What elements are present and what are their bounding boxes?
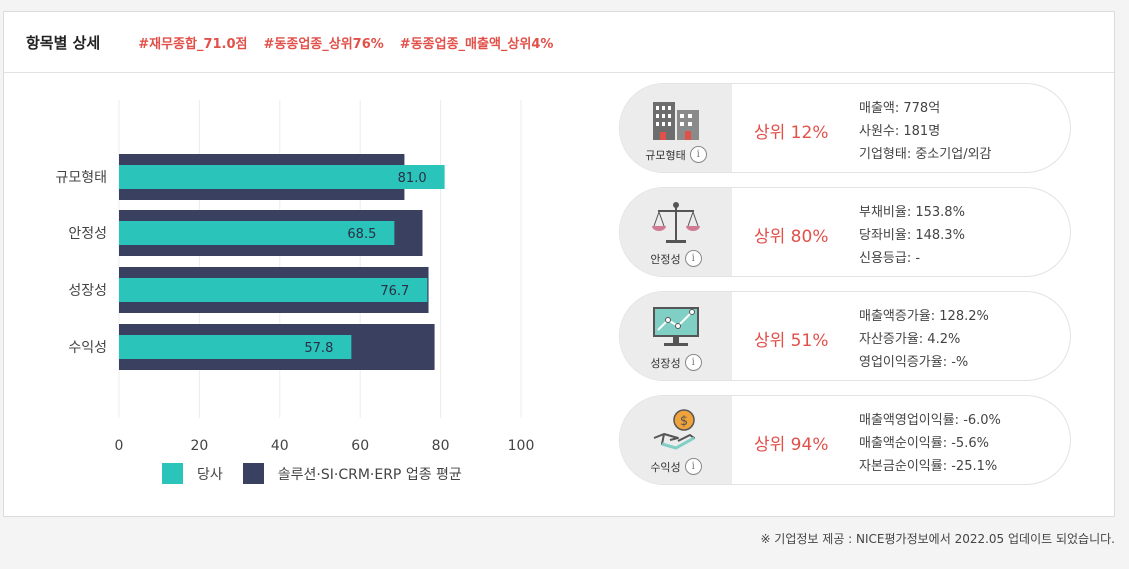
category-label: 수익성 (68, 340, 107, 356)
card-stability: 안정성 i 상위 80% 부채비율: 153.8% 당좌비율: 148.3% 신… (619, 187, 1071, 277)
detail-line: 기업형태: 중소기업/외감 (859, 147, 992, 162)
bar-data-label: 57.8 (304, 341, 333, 356)
card-label-wrap: 안정성 i (620, 250, 732, 267)
card-icon-cap: 안정성 i (620, 188, 732, 276)
source-footnote: ※ 기업정보 제공 : NICE평가정보에서 2022.05 업데이트 되었습니… (760, 532, 1115, 546)
panel-title: 항목별 상세 (26, 33, 101, 52)
legend-label-company: 당사 (197, 466, 223, 483)
x-tick-label: 0 (115, 438, 124, 453)
legend-swatch-company (162, 463, 183, 484)
x-tick-label: 20 (190, 438, 208, 453)
info-icon[interactable]: i (684, 354, 702, 371)
bar-company (119, 221, 395, 245)
building-icon (653, 102, 699, 140)
card-label-wrap: 성장성 i (620, 354, 732, 371)
detail-line: 자본금순이익률: -25.1% (859, 459, 998, 474)
x-tick-label: 80 (432, 438, 450, 453)
bar-data-label: 76.7 (380, 284, 409, 299)
detail-line: 당좌비율: 148.3% (859, 228, 965, 243)
card-details: 매출액영업이익률: -6.0% 매출액순이익률: -5.6% 자본금순이익률: … (859, 409, 1001, 478)
bar-chart: 0 20 40 60 80 100 81.0 규모형태 68.5 안정성 76.7 성장성 57.8 수익… (55, 100, 535, 453)
bar-data-label: 81.0 (398, 171, 427, 186)
category-label: 규모형태 (55, 170, 107, 186)
tag-revenue-rank[interactable]: #동종업종_매출액_상위4% (399, 36, 554, 52)
card-details: 부채비율: 153.8% 당좌비율: 148.3% 신용등급: - (859, 201, 965, 270)
bar-data-label: 68.5 (347, 227, 376, 242)
info-icon[interactable]: i (684, 250, 702, 267)
svg-text:$: $ (680, 414, 688, 429)
card-details: 매출액증가율: 128.2% 자산증가율: 4.2% 영업이익증가율: -% (859, 305, 989, 374)
detail-panel: 항목별 상세 #재무종합_71.0점 #동종업종_상위76% #동종업종_매출액… (3, 11, 1115, 517)
detail-line: 매출액영업이익률: -6.0% (859, 413, 1001, 428)
card-icon-cap: $ 수익성 i (620, 396, 732, 484)
card-profitability: $ 수익성 i 상위 94% 매출액영업이익률: -6.0% 매출액순이익률: … (619, 395, 1071, 485)
card-rank: 상위 12% (754, 123, 829, 143)
card-rank: 상위 51% (754, 331, 829, 351)
card-label-wrap: 수익성 i (620, 458, 732, 475)
bar-company (119, 278, 428, 302)
x-tick-label: 40 (271, 438, 289, 453)
tag-financial-score[interactable]: #재무종합_71.0점 (138, 36, 248, 52)
x-tick-label: 60 (351, 438, 369, 453)
legend-swatch-industry (242, 463, 264, 484)
coin-hand-icon: $ (653, 409, 695, 450)
scale-icon (652, 202, 700, 243)
info-icon[interactable]: i (689, 146, 707, 163)
detail-line: 매출액증가율: 128.2% (859, 309, 989, 324)
legend-item-company: 당사 (162, 463, 223, 484)
card-size: 규모형태 i 상위 12% 매출액: 778억 사원수: 181명 기업형태: … (619, 83, 1071, 173)
card-rank: 상위 94% (754, 435, 829, 455)
card-label: 성장성 (650, 356, 681, 370)
card-details: 매출액: 778억 사원수: 181명 기업형태: 중소기업/외감 (859, 97, 992, 166)
panel-header: 항목별 상세 #재무종합_71.0점 #동종업종_상위76% #동종업종_매출액… (4, 12, 1114, 73)
detail-line: 자산증가율: 4.2% (859, 332, 961, 347)
bar-company (119, 335, 352, 359)
card-label-wrap: 규모형태 i (620, 146, 732, 163)
category-label: 성장성 (68, 283, 107, 299)
card-label: 수익성 (650, 460, 681, 474)
tag-industry-rank[interactable]: #동종업종_상위76% (263, 36, 384, 52)
card-icon-cap: 규모형태 i (620, 84, 732, 172)
card-label: 안정성 (650, 252, 681, 266)
legend-item-industry: 솔루션·SI·CRM·ERP 업종 평균 (242, 463, 462, 484)
card-icon-cap: 성장성 i (620, 292, 732, 380)
bar-company (119, 165, 445, 189)
detail-line: 사원수: 181명 (859, 124, 941, 139)
info-icon[interactable]: i (684, 458, 702, 475)
detail-line: 부채비율: 153.8% (859, 205, 965, 220)
detail-line: 매출액: 778억 (859, 101, 941, 116)
x-tick-label: 100 (508, 438, 535, 453)
detail-line: 영업이익증가율: -% (859, 355, 969, 370)
card-rank: 상위 80% (754, 227, 829, 247)
card-label: 규모형태 (645, 148, 686, 162)
detail-line: 신용등급: - (859, 251, 921, 266)
category-label: 안정성 (68, 226, 107, 242)
chart-legend: 당사 솔루션·SI·CRM·ERP 업종 평균 (162, 463, 482, 484)
legend-label-industry: 솔루션·SI·CRM·ERP 업종 평균 (277, 466, 462, 483)
detail-line: 매출액순이익률: -5.6% (859, 436, 989, 451)
monitor-chart-icon (653, 307, 699, 346)
card-growth: 성장성 i 상위 51% 매출액증가율: 128.2% 자산증가율: 4.2% … (619, 291, 1071, 381)
